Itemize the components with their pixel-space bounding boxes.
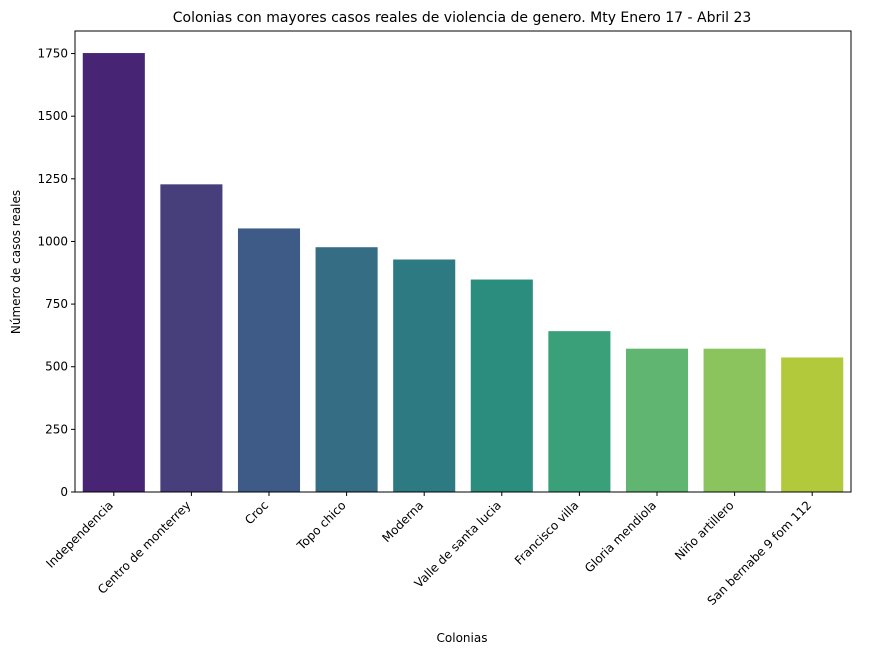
y-tick-label-6: 1500 — [37, 109, 68, 123]
bar-3 — [315, 247, 378, 492]
plot-frame — [74, 30, 852, 493]
chart-title: Colonias con mayores casos reales de vio… — [173, 10, 752, 26]
y-tick-label-7: 1750 — [37, 47, 68, 61]
bar-2 — [237, 228, 301, 492]
x-tick-label-7: Gloria mendiola — [582, 498, 659, 575]
x-tick-label-4: Moderna — [379, 498, 426, 545]
y-tick-label-5: 1250 — [37, 172, 68, 186]
bar-0 — [82, 53, 145, 493]
x-axis-label: Colonias — [437, 631, 488, 645]
bar-4 — [393, 259, 456, 492]
x-tick-label-8: Niño artillero — [672, 498, 737, 563]
x-tick-label-2: Croc — [242, 498, 271, 527]
y-tick-label-2: 500 — [45, 360, 68, 374]
y-tick-label-4: 1000 — [37, 234, 68, 248]
x-tick-label-0: Independencia — [43, 498, 116, 571]
bar-1 — [160, 184, 223, 492]
bar-6 — [548, 331, 611, 492]
x-tick-label-6: Francisco villa — [512, 498, 582, 568]
y-tick-label-1: 250 — [45, 422, 68, 436]
bars-group — [82, 53, 844, 493]
y-axis-ticks: 0 250 500 750 1000 1250 1500 1750 — [37, 47, 75, 499]
y-tick-label-3: 750 — [45, 297, 68, 311]
bar-9 — [781, 357, 844, 492]
y-tick-label-0: 0 — [60, 485, 68, 499]
x-tick-label-5: Valle de santa lucia — [412, 498, 504, 590]
bar-7 — [625, 348, 689, 492]
y-axis-label: Número de casos reales — [9, 190, 23, 334]
bar-8 — [703, 348, 766, 492]
bar-5 — [470, 279, 533, 492]
x-tick-label-3: Topo chico — [294, 498, 349, 553]
